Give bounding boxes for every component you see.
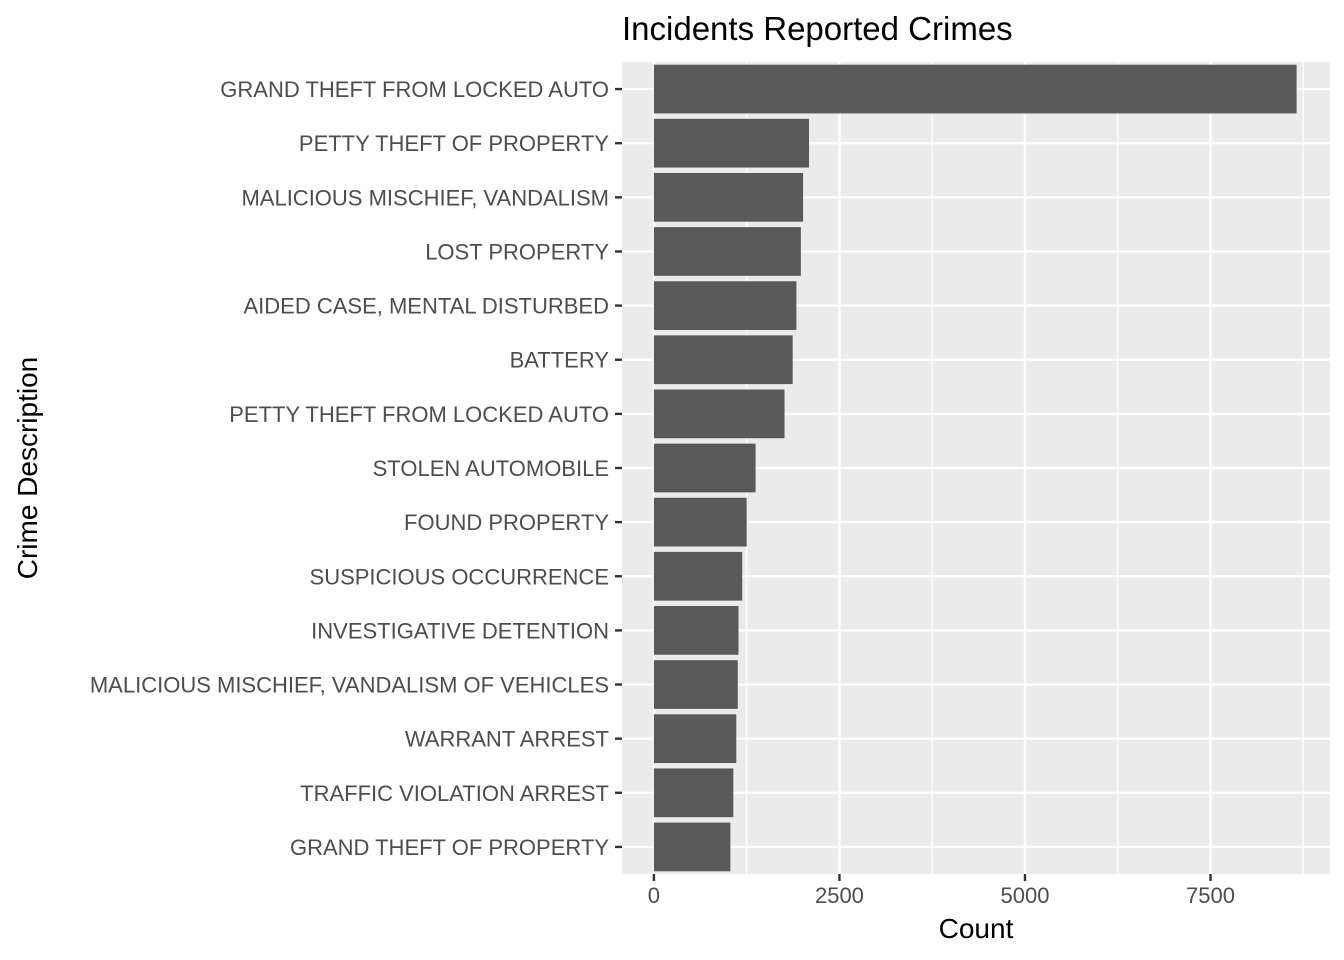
bar — [653, 389, 785, 439]
bar — [653, 497, 747, 547]
bar — [653, 822, 731, 872]
bars — [653, 64, 1297, 872]
y-tick-label: TRAFFIC VIOLATION ARREST — [300, 781, 609, 806]
y-tick-label: INVESTIGATIVE DETENTION — [311, 618, 609, 643]
bar — [653, 118, 810, 168]
x-axis-title: Count — [939, 913, 1014, 944]
y-axis-title: Crime Description — [12, 357, 43, 580]
x-tick-label: 2500 — [815, 883, 864, 908]
bar — [653, 443, 756, 493]
y-tick-label: LOST PROPERTY — [425, 239, 609, 264]
y-tick-label: GRAND THEFT OF PROPERTY — [290, 835, 609, 860]
chart-title: Incidents Reported Crimes — [622, 10, 1013, 47]
y-tick-label: FOUND PROPERTY — [404, 510, 609, 535]
y-tick-label: BATTERY — [510, 348, 610, 373]
y-tick-label: MALICIOUS MISCHIEF, VANDALISM OF VEHICLE… — [90, 673, 609, 698]
bar — [653, 606, 739, 655]
y-tick-label: PETTY THEFT FROM LOCKED AUTO — [229, 402, 609, 427]
y-tick-label: AIDED CASE, MENTAL DISTURBED — [243, 294, 609, 319]
bar — [653, 335, 793, 385]
y-tick-label: WARRANT ARREST — [405, 727, 609, 752]
bar — [653, 172, 804, 222]
y-tick-label: PETTY THEFT OF PROPERTY — [299, 131, 609, 156]
x-tick-label: 5000 — [1001, 883, 1050, 908]
bar — [653, 768, 734, 818]
x-tick-label: 0 — [648, 883, 660, 908]
bar — [653, 281, 797, 330]
bar — [653, 551, 743, 601]
y-tick-label: SUSPICIOUS OCCURRENCE — [310, 564, 609, 589]
y-axis-ticks: GRAND THEFT FROM LOCKED AUTO PETTY THEFT … — [90, 77, 622, 860]
bar — [653, 64, 1297, 114]
bar — [653, 714, 737, 764]
bar — [653, 227, 801, 276]
y-tick-label: MALICIOUS MISCHIEF, VANDALISM — [241, 185, 609, 210]
y-tick-label: GRAND THEFT FROM LOCKED AUTO — [220, 77, 609, 102]
x-axis-ticks: 0 2500 5000 7500 — [648, 874, 1235, 908]
bar — [653, 660, 738, 709]
x-tick-label: 7500 — [1186, 883, 1235, 908]
y-tick-label: STOLEN AUTOMOBILE — [373, 456, 609, 481]
